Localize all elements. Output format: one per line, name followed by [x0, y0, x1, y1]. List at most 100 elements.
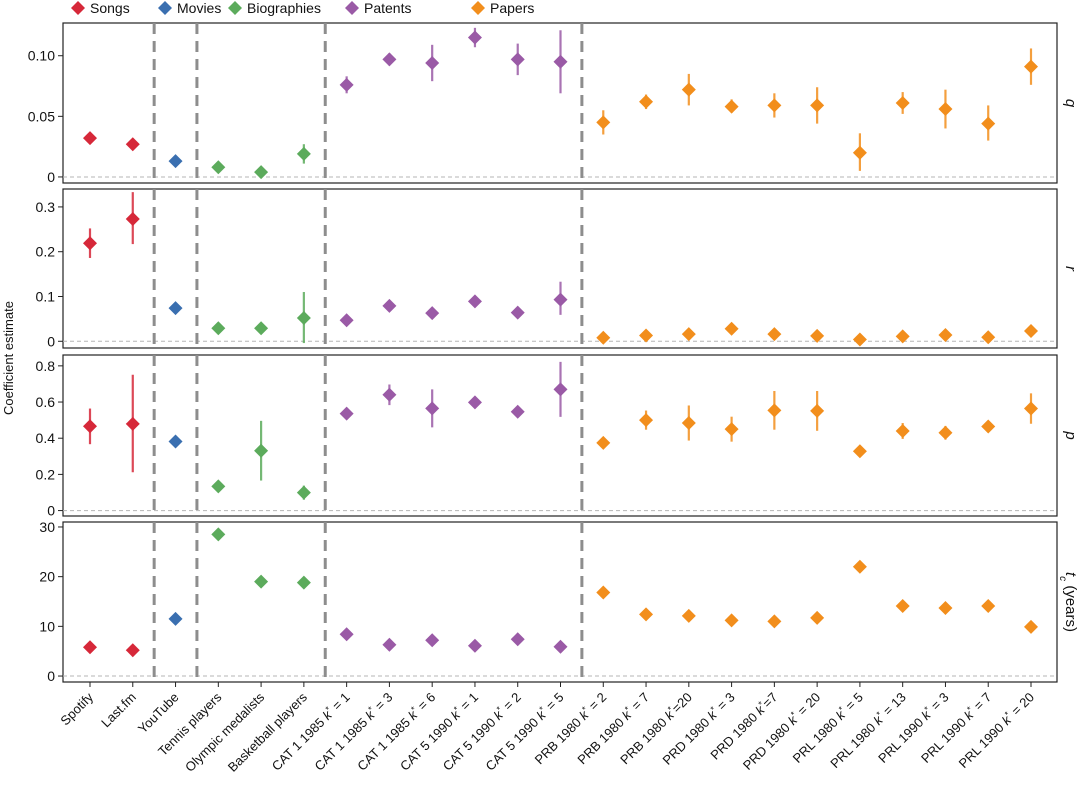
legend-marker-songs	[71, 1, 85, 15]
panel-label: p	[1062, 430, 1079, 439]
point-cat-1-1985-k-3	[382, 52, 397, 67]
point-last-fm	[125, 137, 140, 152]
point-prl-1990-k-3	[938, 425, 953, 440]
point-youtube	[168, 154, 183, 169]
x-label-part: = 20	[792, 690, 823, 721]
y-tick-label: 0.10	[28, 48, 55, 64]
point-marker	[553, 54, 568, 69]
x-label-star: *	[409, 704, 419, 714]
x-tick-label-prb-1980-k-2: PRB 1980 k* = 2	[531, 689, 609, 767]
point-marker	[125, 416, 140, 431]
x-tick-label-cat-1-1985-k-1: CAT 1 1985 k* = 1	[268, 689, 353, 774]
point-marker	[211, 479, 226, 494]
point-cat-5-1990-k-5	[553, 281, 568, 315]
point-marker	[810, 328, 825, 343]
point-tennis-players	[211, 527, 226, 542]
point-prd-1980-k-7	[767, 614, 782, 629]
point-olympic-medalists	[254, 321, 269, 336]
y-tick-label: 0.2	[36, 466, 56, 482]
panel-p: 0 0.2 0.4 0.6 0.8 p	[36, 354, 1079, 519]
x-tick-label-prl-1990-k-20: PRL 1990 k* = 20	[955, 689, 1037, 771]
point-marker	[639, 607, 654, 622]
point-marker	[1024, 619, 1038, 634]
panel-label: r	[1062, 266, 1079, 272]
x-label-star: *	[666, 704, 676, 714]
point-prl-1990-k-3	[938, 600, 953, 615]
point-marker	[852, 145, 867, 160]
point-olympic-medalists	[254, 165, 269, 180]
point-marker	[767, 327, 782, 342]
point-prb-1980-k-20	[681, 73, 696, 106]
point-marker	[981, 598, 996, 613]
panel-t-c-years: 0 10 20 30 tc (years)	[39, 519, 1079, 684]
point-marker	[467, 294, 482, 309]
point-marker	[211, 160, 226, 175]
point-marker	[296, 485, 311, 500]
point-spotify	[83, 228, 97, 258]
point-prl-1990-k-20	[1024, 48, 1038, 85]
point-prl-1980-k-13	[895, 329, 910, 344]
point-marker	[981, 116, 996, 131]
point-marker	[254, 321, 269, 336]
point-marker	[254, 574, 269, 589]
point-cat-5-1990-k-2	[510, 632, 525, 647]
point-cat-5-1990-k-1	[467, 395, 482, 410]
panel-label-sub: c	[1058, 576, 1069, 581]
panel-label: q	[1062, 99, 1079, 108]
x-label-star: *	[623, 704, 633, 714]
point-marker	[425, 401, 440, 416]
point-marker	[553, 382, 568, 397]
panel-frame	[62, 188, 1058, 349]
point-marker	[596, 585, 611, 600]
point-marker	[254, 443, 269, 458]
point-marker	[852, 332, 867, 347]
point-marker	[339, 627, 354, 642]
point-marker	[895, 423, 910, 438]
point-marker	[596, 435, 611, 450]
point-marker	[254, 165, 269, 180]
point-prl-1990-k-7	[981, 105, 996, 141]
point-basketball-players	[296, 575, 311, 590]
legend-marker-biographies	[228, 1, 242, 15]
point-prd-1980-k-3	[724, 613, 739, 628]
point-marker	[211, 527, 226, 542]
point-marker	[1024, 401, 1038, 416]
point-marker	[681, 82, 696, 97]
x-tick-label-cat-5-1990-k-2: CAT 5 1990 k* = 2	[439, 689, 524, 774]
point-marker	[510, 632, 525, 647]
point-marker	[553, 292, 568, 307]
point-prl-1980-k-5	[852, 133, 867, 171]
point-spotify	[83, 640, 97, 655]
point-cat-1-1985-k-1	[339, 627, 354, 642]
point-tennis-players	[211, 160, 226, 175]
x-tick-label-cat-1-1985-k-3: CAT 1 1985 k* = 3	[311, 689, 396, 774]
point-cat-1-1985-k-6	[425, 44, 440, 82]
point-spotify	[83, 408, 97, 445]
panel-label-main: t	[1062, 572, 1079, 577]
legend-marker-patents	[345, 1, 359, 15]
point-marker	[425, 56, 440, 70]
y-tick-label: 0.8	[36, 358, 56, 374]
y-tick-label: 0	[47, 668, 55, 684]
x-label-star: *	[756, 699, 766, 709]
point-basketball-players	[296, 292, 311, 344]
point-marker	[1024, 323, 1038, 338]
point-marker	[168, 434, 183, 449]
legend-label-biographies: Biographies	[247, 0, 321, 16]
point-prb-1980-k-20	[681, 405, 696, 441]
point-tennis-players	[211, 321, 226, 336]
point-marker	[938, 600, 953, 615]
legend-item-papers: Papers	[471, 0, 534, 16]
point-prb-1980-k-2	[596, 435, 611, 450]
y-tick-label: 0.6	[36, 394, 56, 410]
y-tick-label: 0.2	[36, 244, 56, 260]
y-tick-label: 0.05	[28, 108, 55, 124]
point-prb-1980-k-7	[639, 328, 654, 343]
point-marker	[767, 98, 782, 113]
y-axis-label: Coefficient estimate	[1, 301, 16, 415]
x-label-star: *	[537, 704, 547, 714]
point-youtube	[168, 434, 183, 449]
legend-label-movies: Movies	[177, 0, 221, 16]
legend-item-songs: Songs	[71, 0, 130, 16]
x-label-part: = 20	[1006, 690, 1037, 721]
